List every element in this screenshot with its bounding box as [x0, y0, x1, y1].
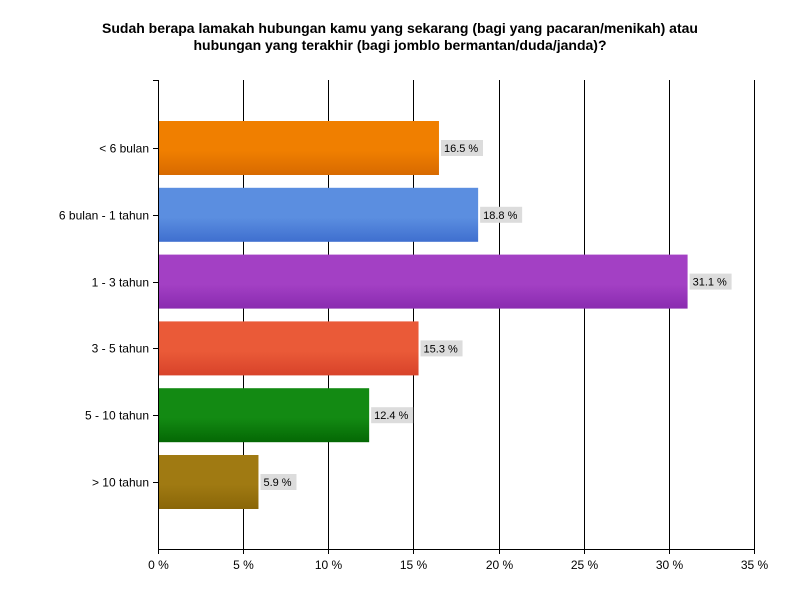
labels: 0 % 5 % 10 % 15 % 20 % 25 % 30 % 35 % < 6 bulan 6…: [59, 140, 769, 572]
axes: [153, 80, 755, 554]
category-label: 6 bulan - 1 tahun: [59, 209, 149, 223]
x-tick-label: 35 %: [741, 558, 769, 572]
chart-title-line-1: Sudah berapa lamakah hubungan kamu yang …: [102, 20, 698, 36]
x-tick-label: 30 %: [656, 558, 684, 572]
x-tick-label: 15 %: [400, 558, 428, 572]
bar: [159, 121, 439, 175]
data-label-box: [371, 407, 414, 424]
x-tick-label: 10 %: [315, 558, 343, 572]
data-label: 16.5 %: [444, 143, 478, 155]
data-label: 18.8 %: [483, 210, 517, 222]
bars: [159, 121, 688, 509]
bar: [159, 187, 479, 242]
x-tick-label: 20 %: [486, 558, 514, 572]
data-label-box: [689, 273, 732, 290]
x-tick-label: 25 %: [571, 558, 599, 572]
data-label-box: [440, 140, 483, 156]
data-label-box: [420, 340, 463, 357]
bar: [159, 254, 688, 309]
x-tick-label: 0 %: [148, 558, 169, 572]
chart-title-line-2: hubungan yang terakhir (bagi jomblo berm…: [193, 37, 607, 53]
bar: [159, 321, 419, 376]
category-label: 5 - 10 tahun: [85, 409, 149, 423]
chart-title: Sudah berapa lamakah hubungan kamu yang …: [0, 20, 800, 54]
data-label-box: [480, 206, 523, 223]
data-label: 31.1 %: [693, 277, 727, 289]
category-label: > 10 tahun: [92, 476, 149, 490]
data-label-box: [260, 474, 297, 490]
x-tick-label: 5 %: [233, 558, 254, 572]
data-label: 12.4 %: [374, 410, 408, 422]
data-label: 15.3 %: [424, 343, 458, 355]
bar: [159, 455, 259, 509]
category-label: 1 - 3 tahun: [92, 276, 149, 290]
category-label: < 6 bulan: [99, 142, 149, 156]
data-label: 5.9 %: [263, 477, 291, 489]
category-label: 3 - 5 tahun: [92, 342, 149, 356]
bar: [159, 388, 370, 443]
